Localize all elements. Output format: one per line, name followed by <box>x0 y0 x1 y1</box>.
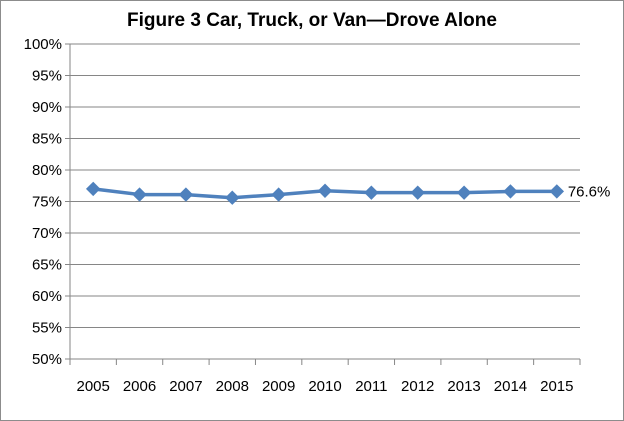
data-label: 76.6% <box>568 183 611 200</box>
data-point <box>271 187 286 202</box>
data-point <box>364 185 379 200</box>
x-tick-label: 2013 <box>447 378 480 395</box>
data-point <box>456 185 472 200</box>
y-tick-label: 85% <box>32 131 62 148</box>
y-tick-label: 80% <box>32 162 62 179</box>
y-tick-label: 95% <box>32 68 62 85</box>
x-tick-label: 2012 <box>401 378 434 395</box>
data-point <box>503 184 518 199</box>
y-tick-label: 100% <box>24 36 62 53</box>
y-tick-label: 55% <box>32 320 62 337</box>
y-tick-label: 60% <box>32 288 62 305</box>
data-point <box>410 185 425 200</box>
y-tick-label: 50% <box>32 351 62 368</box>
x-tick-label: 2005 <box>76 378 109 395</box>
data-point <box>132 187 147 202</box>
data-point <box>549 184 565 199</box>
y-tick-label: 90% <box>32 99 62 116</box>
x-tick-label: 2011 <box>355 378 387 395</box>
chart-title: Figure 3 Car, Truck, or Van—Drove Alone <box>127 10 497 31</box>
x-tick-label: 2010 <box>308 378 341 395</box>
x-tick-label: 2008 <box>216 378 249 395</box>
y-tick-label: 75% <box>32 194 62 211</box>
data-point <box>317 183 333 198</box>
data-point <box>225 190 240 205</box>
x-tick-label: 2014 <box>494 378 527 395</box>
x-tick-label: 2006 <box>123 378 156 395</box>
data-point <box>178 187 194 202</box>
y-tick-label: 70% <box>32 225 62 242</box>
y-tick-label: 65% <box>32 257 62 274</box>
x-tick-label: 2007 <box>169 378 202 395</box>
x-tick-label: 2009 <box>262 378 295 395</box>
x-tick-label: 2015 <box>540 378 573 395</box>
data-point <box>85 181 101 197</box>
